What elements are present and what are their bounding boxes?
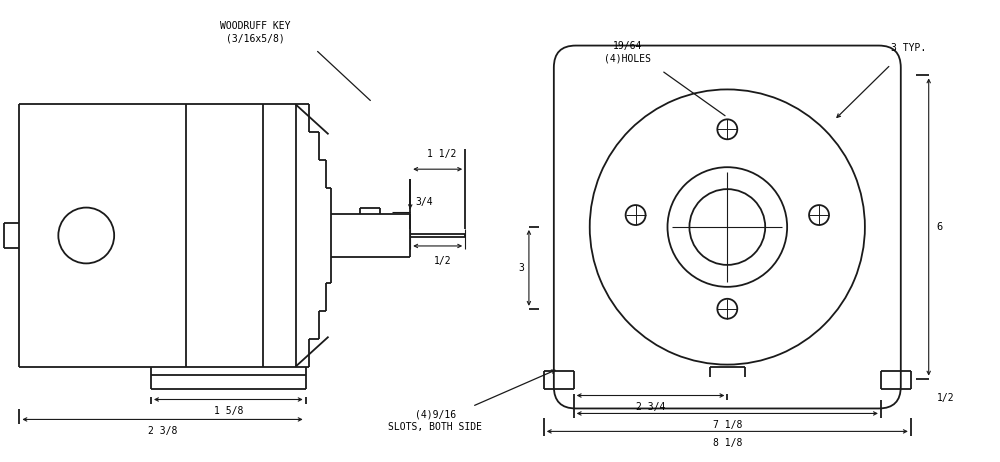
Text: 3 TYP.: 3 TYP. bbox=[891, 43, 926, 53]
Text: (4)9/16
SLOTS, BOTH SIDE: (4)9/16 SLOTS, BOTH SIDE bbox=[388, 409, 482, 432]
Text: 1 5/8: 1 5/8 bbox=[214, 407, 243, 416]
Text: WOODRUFF KEY
(3/16x5/8): WOODRUFF KEY (3/16x5/8) bbox=[220, 21, 291, 44]
Text: 3/4: 3/4 bbox=[415, 197, 433, 207]
Text: 19/64
(4)HOLES: 19/64 (4)HOLES bbox=[604, 41, 651, 64]
Text: 1/2: 1/2 bbox=[937, 393, 954, 402]
Text: 6: 6 bbox=[937, 222, 943, 232]
Text: 1/2: 1/2 bbox=[433, 256, 451, 266]
Text: 2 3/4: 2 3/4 bbox=[636, 402, 665, 413]
Text: 1 1/2: 1 1/2 bbox=[427, 149, 457, 159]
Text: 2 3/8: 2 3/8 bbox=[148, 426, 177, 437]
Text: 3: 3 bbox=[518, 263, 524, 273]
Text: 8 1/8: 8 1/8 bbox=[713, 438, 742, 449]
Text: 7 1/8: 7 1/8 bbox=[713, 420, 742, 431]
